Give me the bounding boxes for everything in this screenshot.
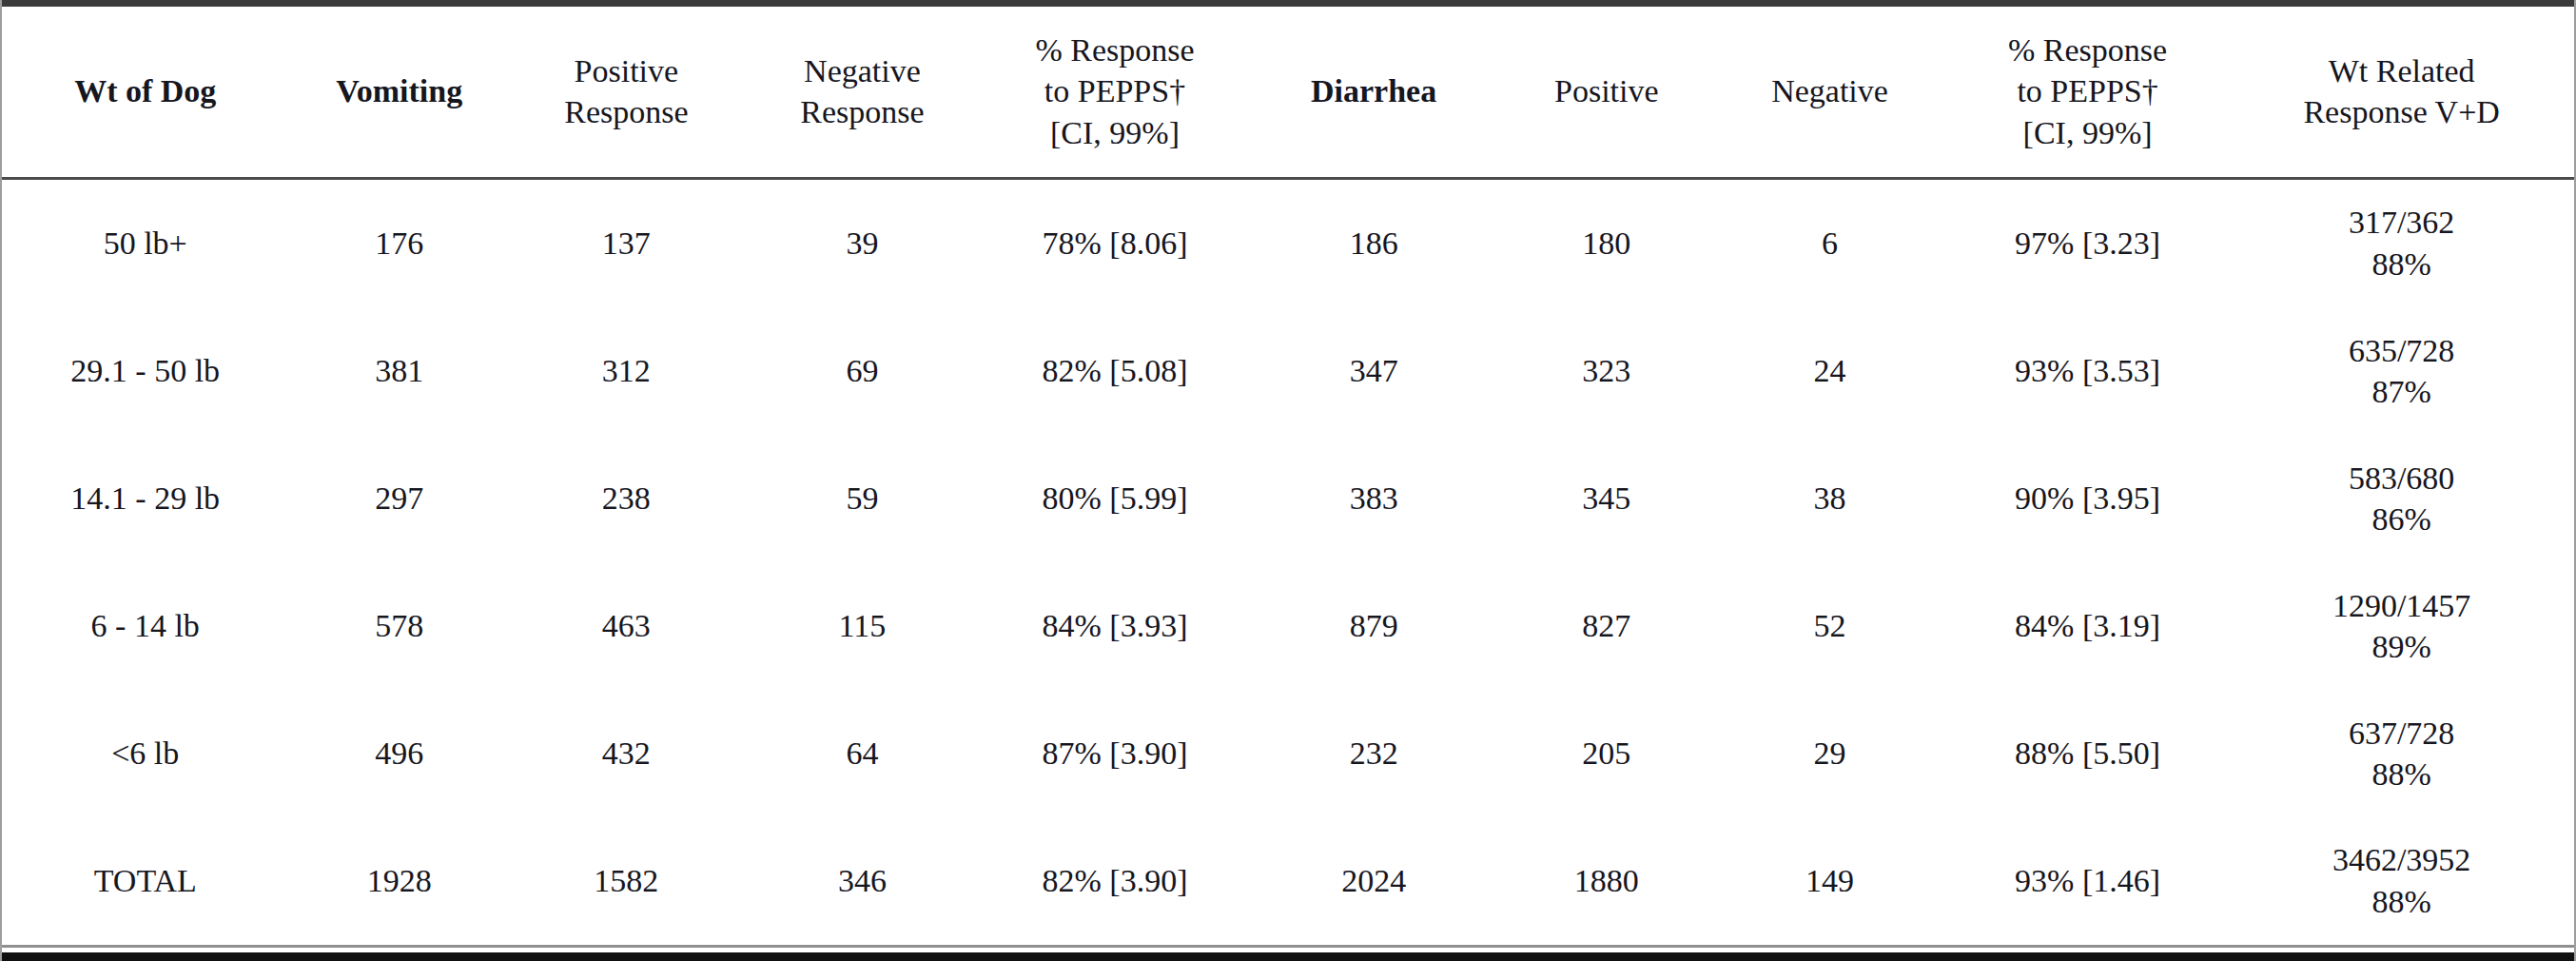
- cell-wt-range: 50 lb+: [2, 178, 288, 307]
- cell-diarrhea-n: 186: [1248, 178, 1500, 307]
- cell-diarrhea-negative: 6: [1713, 178, 1946, 307]
- table-row-29-50lb: 29.1 - 50 lb 381 312 69 82% [5.08] 347 3…: [2, 307, 2574, 435]
- cell-wt-range: TOTAL: [2, 817, 288, 945]
- cell-diarrhea-negative: 149: [1713, 817, 1946, 945]
- cell-wt-range: 14.1 - 29 lb: [2, 435, 288, 562]
- cell-vomiting-n: 1928: [288, 817, 510, 945]
- cell-diarrhea-pct-response: 90% [3.95]: [1946, 435, 2229, 562]
- cell-wt-range: <6 lb: [2, 690, 288, 817]
- cell-vomiting-pct-response: 82% [5.08]: [982, 307, 1248, 435]
- col-header-negative-response: Negative Response: [743, 7, 982, 178]
- cell-diarrhea-negative: 38: [1713, 435, 1946, 562]
- cell-vomiting-negative: 346: [743, 817, 982, 945]
- cell-vomiting-pct-response: 84% [3.93]: [982, 562, 1248, 690]
- cell-vomiting-negative: 115: [743, 562, 982, 690]
- cell-wt-related-response: 637/728 88%: [2229, 690, 2574, 817]
- cell-vomiting-negative: 39: [743, 178, 982, 307]
- cell-diarrhea-negative: 24: [1713, 307, 1946, 435]
- cell-vomiting-n: 496: [288, 690, 510, 817]
- cell-diarrhea-n: 879: [1248, 562, 1500, 690]
- cell-diarrhea-positive: 1880: [1499, 817, 1713, 945]
- cell-diarrhea-n: 2024: [1248, 817, 1500, 945]
- col-header-wt-related-response: Wt Related Response V+D: [2229, 7, 2574, 178]
- col-header-wt-of-dog: Wt of Dog: [2, 7, 288, 178]
- cell-vomiting-n: 176: [288, 178, 510, 307]
- cell-vomiting-negative: 69: [743, 307, 982, 435]
- cell-vomiting-n: 297: [288, 435, 510, 562]
- table-container: Wt of Dog Vomiting Positive Response Neg…: [2, 7, 2574, 945]
- cell-diarrhea-pct-response: 93% [1.46]: [1946, 817, 2229, 945]
- table-row-14-29lb: 14.1 - 29 lb 297 238 59 80% [5.99] 383 3…: [2, 435, 2574, 562]
- col-header-pct-response-pepps-vomiting: % Response to PEPPS† [CI, 99%]: [982, 7, 1248, 178]
- bottom-rules: [2, 945, 2574, 961]
- cell-diarrhea-positive: 345: [1499, 435, 1713, 562]
- cell-vomiting-negative: 59: [743, 435, 982, 562]
- document-page: Wt of Dog Vomiting Positive Response Neg…: [0, 0, 2576, 961]
- cell-diarrhea-positive: 180: [1499, 178, 1713, 307]
- cell-diarrhea-n: 383: [1248, 435, 1500, 562]
- cell-vomiting-positive: 432: [510, 690, 743, 817]
- cell-vomiting-positive: 238: [510, 435, 743, 562]
- col-header-vomiting: Vomiting: [288, 7, 510, 178]
- cell-diarrhea-negative: 52: [1713, 562, 1946, 690]
- cell-diarrhea-positive: 827: [1499, 562, 1713, 690]
- cell-wt-related-response: 317/362 88%: [2229, 178, 2574, 307]
- cell-diarrhea-positive: 323: [1499, 307, 1713, 435]
- cell-vomiting-positive: 1582: [510, 817, 743, 945]
- cell-diarrhea-pct-response: 97% [3.23]: [1946, 178, 2229, 307]
- pepps-response-table: Wt of Dog Vomiting Positive Response Neg…: [2, 7, 2574, 945]
- cell-vomiting-n: 381: [288, 307, 510, 435]
- cell-vomiting-n: 578: [288, 562, 510, 690]
- col-header-positive: Positive: [1499, 7, 1713, 178]
- table-body: 50 lb+ 176 137 39 78% [8.06] 186 180 6 9…: [2, 178, 2574, 945]
- top-rule: [2, 0, 2574, 7]
- cell-vomiting-pct-response: 82% [3.90]: [982, 817, 1248, 945]
- cell-wt-related-response: 3462/3952 88%: [2229, 817, 2574, 945]
- cell-vomiting-pct-response: 87% [3.90]: [982, 690, 1248, 817]
- cell-wt-related-response: 583/680 86%: [2229, 435, 2574, 562]
- cell-wt-range: 29.1 - 50 lb: [2, 307, 288, 435]
- col-header-positive-response: Positive Response: [510, 7, 743, 178]
- cell-diarrhea-pct-response: 88% [5.50]: [1946, 690, 2229, 817]
- cell-vomiting-pct-response: 80% [5.99]: [982, 435, 1248, 562]
- cell-wt-related-response: 635/728 87%: [2229, 307, 2574, 435]
- cell-vomiting-positive: 137: [510, 178, 743, 307]
- cell-vomiting-pct-response: 78% [8.06]: [982, 178, 1248, 307]
- table-row-total: TOTAL 1928 1582 346 82% [3.90] 2024 1880…: [2, 817, 2574, 945]
- col-header-diarrhea: Diarrhea: [1248, 7, 1500, 178]
- table-row-under-6lb: <6 lb 496 432 64 87% [3.90] 232 205 29 8…: [2, 690, 2574, 817]
- table-row-6-14lb: 6 - 14 lb 578 463 115 84% [3.93] 879 827…: [2, 562, 2574, 690]
- cell-vomiting-positive: 312: [510, 307, 743, 435]
- col-header-negative: Negative: [1713, 7, 1946, 178]
- cell-wt-related-response: 1290/1457 89%: [2229, 562, 2574, 690]
- table-row-50lb-plus: 50 lb+ 176 137 39 78% [8.06] 186 180 6 9…: [2, 178, 2574, 307]
- header-row: Wt of Dog Vomiting Positive Response Neg…: [2, 7, 2574, 178]
- cell-diarrhea-n: 347: [1248, 307, 1500, 435]
- cell-diarrhea-pct-response: 84% [3.19]: [1946, 562, 2229, 690]
- cell-diarrhea-pct-response: 93% [3.53]: [1946, 307, 2229, 435]
- cell-diarrhea-positive: 205: [1499, 690, 1713, 817]
- bottom-rule-thick: [2, 952, 2574, 961]
- cell-diarrhea-negative: 29: [1713, 690, 1946, 817]
- cell-diarrhea-n: 232: [1248, 690, 1500, 817]
- cell-vomiting-positive: 463: [510, 562, 743, 690]
- col-header-pct-response-pepps-diarrhea: % Response to PEPPS† [CI, 99%]: [1946, 7, 2229, 178]
- table-header: Wt of Dog Vomiting Positive Response Neg…: [2, 7, 2574, 178]
- cell-vomiting-negative: 64: [743, 690, 982, 817]
- cell-wt-range: 6 - 14 lb: [2, 562, 288, 690]
